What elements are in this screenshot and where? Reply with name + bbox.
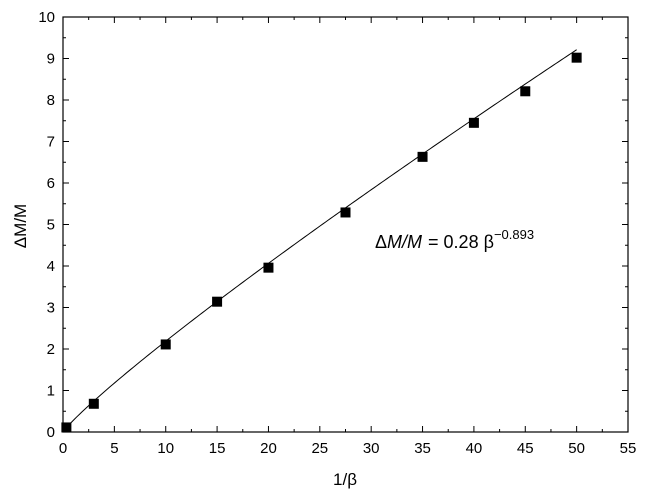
y-tick-label: 10 (38, 9, 55, 26)
x-tick-label: 55 (620, 440, 637, 457)
x-axis-title: 1/β (333, 470, 357, 489)
y-tick-label: 5 (47, 217, 55, 234)
data-point (571, 52, 582, 63)
data-point (520, 86, 531, 97)
fit-equation-annotation: ΔM/M = 0.28 β−0.893 (375, 227, 534, 252)
data-point (340, 207, 351, 218)
plot-frame (62, 16, 629, 433)
y-tick-label: 6 (47, 175, 55, 192)
y-tick-label: 4 (47, 258, 55, 275)
y-tick-label: 0 (47, 424, 55, 441)
fit-curve (63, 49, 577, 431)
y-axis-title: ΔM/M (11, 204, 30, 248)
data-point (212, 296, 223, 307)
x-tick-label: 10 (157, 440, 174, 457)
x-tick-label: 35 (414, 440, 431, 457)
x-tick-label: 15 (209, 440, 226, 457)
x-tick-label: 50 (568, 440, 585, 457)
data-point (263, 262, 274, 273)
data-point (417, 151, 428, 162)
annotation-delta: Δ (375, 232, 387, 252)
data-point (468, 117, 479, 128)
data-point (160, 339, 171, 350)
axis-ticks-layer (62, 16, 629, 433)
annotation-exponent: −0.893 (494, 227, 534, 242)
x-tick-label: 40 (466, 440, 483, 457)
y-tick-label: 3 (47, 300, 55, 317)
x-tick-label: 20 (260, 440, 277, 457)
data-points-layer (61, 52, 582, 433)
y-tick-label: 8 (47, 92, 55, 109)
y-tick-label: 9 (47, 51, 55, 68)
x-tick-label: 0 (59, 440, 67, 457)
y-tick-label: 1 (47, 383, 55, 400)
y-tick-label: 2 (47, 341, 55, 358)
fit-curve-layer (63, 49, 577, 431)
annotation-ratio: M/M (387, 232, 422, 252)
x-tick-label: 25 (311, 440, 328, 457)
x-tick-label: 30 (363, 440, 380, 457)
data-point (61, 422, 72, 433)
x-tick-label: 5 (110, 440, 118, 457)
annotation-equals: = 0.28 β (428, 232, 494, 252)
x-tick-label: 45 (517, 440, 534, 457)
data-point (88, 398, 99, 409)
y-tick-label: 7 (47, 134, 55, 151)
